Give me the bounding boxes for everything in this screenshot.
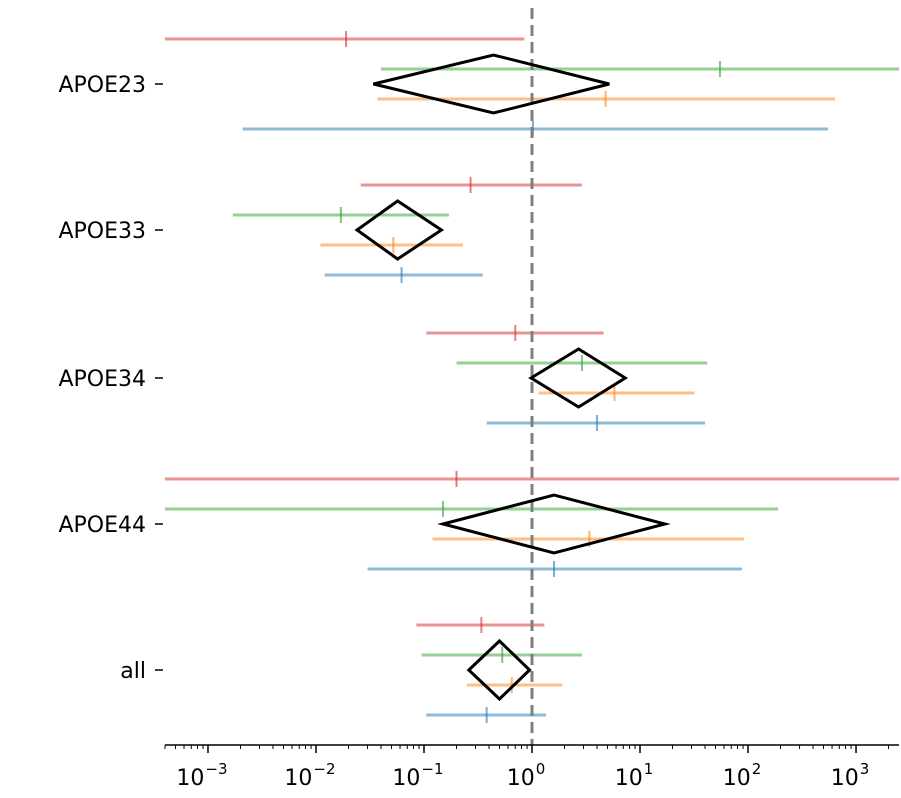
interval-lines [165,31,899,723]
x-tick-label-5: 102 [723,760,762,791]
pooled-diamond-2 [528,347,629,409]
pooled-diamond-1 [354,199,445,261]
y-axis: APOE23 APOE33 APOE34 APOE44 all [58,73,163,684]
category-label-2: APOE34 [58,367,146,392]
x-tick-label-4: 101 [615,760,654,791]
x-tick-label-0: 10−3 [176,760,227,791]
x-tick-label-1: 10−2 [284,760,335,791]
pooled-diamonds [354,53,671,702]
x-axis: 10−3 10−2 10−1 100 101 102 103 [164,744,899,791]
pooled-diamond-4 [466,638,532,702]
x-tick-label-2: 10−1 [392,760,443,791]
pooled-diamond-0 [373,53,610,115]
category-label-4: all [120,659,146,684]
x-tick-label-6: 103 [831,760,870,791]
category-label-1: APOE33 [58,219,146,244]
category-label-3: APOE44 [58,513,146,538]
x-tick-label-3: 100 [507,760,546,791]
pooled-diamond-3 [437,493,671,555]
category-label-0: APOE23 [58,73,146,98]
